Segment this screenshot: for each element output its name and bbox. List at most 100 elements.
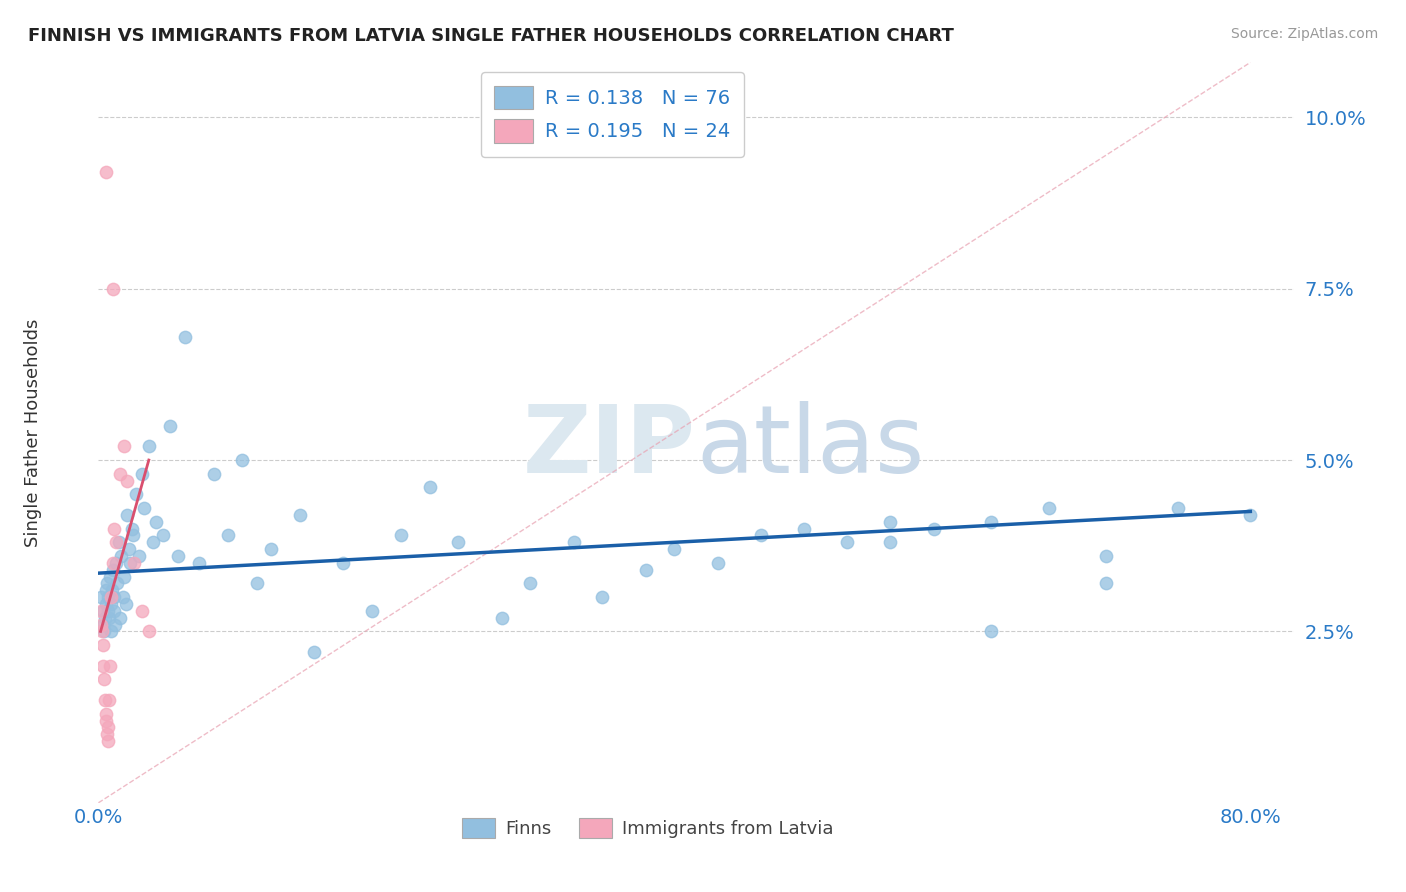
Point <box>112 569 135 583</box>
Point <box>93 617 115 632</box>
Point <box>1239 508 1261 522</box>
Point <box>97 734 120 748</box>
Point <box>202 467 225 481</box>
Point <box>110 549 132 563</box>
Point <box>134 501 156 516</box>
Point <box>101 282 124 296</box>
Point <box>91 604 114 618</box>
Text: Single Father Households: Single Father Households <box>24 318 42 547</box>
Point <box>361 604 384 618</box>
Point <box>124 556 146 570</box>
Point <box>879 515 901 529</box>
Point <box>389 528 412 542</box>
Point <box>101 583 124 598</box>
Point <box>96 576 118 591</box>
Point <box>96 714 118 728</box>
Point <box>879 535 901 549</box>
Point <box>90 604 112 618</box>
Point <box>103 604 125 618</box>
Point <box>100 624 122 639</box>
Legend: Finns, Immigrants from Latvia: Finns, Immigrants from Latvia <box>456 811 841 846</box>
Point <box>332 556 354 570</box>
Point <box>112 439 135 453</box>
Point <box>922 522 945 536</box>
Point <box>131 604 153 618</box>
Point <box>101 556 124 570</box>
Point <box>980 624 1002 639</box>
Point <box>90 617 112 632</box>
Point <box>1038 501 1060 516</box>
Point <box>104 617 127 632</box>
Point <box>562 535 585 549</box>
Point <box>101 563 124 577</box>
Point <box>188 556 211 570</box>
Point <box>111 590 134 604</box>
Point <box>94 583 117 598</box>
Point <box>104 535 127 549</box>
Point <box>114 597 136 611</box>
Point <box>138 624 160 639</box>
Point <box>491 610 513 624</box>
Point <box>1095 549 1118 563</box>
Point <box>98 610 121 624</box>
Point <box>103 522 125 536</box>
Point <box>94 706 117 721</box>
Point <box>288 508 311 522</box>
Point <box>125 487 148 501</box>
Point <box>96 597 118 611</box>
Point <box>131 467 153 481</box>
Point <box>94 165 117 179</box>
Point <box>159 418 181 433</box>
Text: Source: ZipAtlas.com: Source: ZipAtlas.com <box>1230 27 1378 41</box>
Point <box>97 590 120 604</box>
Point <box>142 535 165 549</box>
Point <box>217 528 239 542</box>
Point <box>93 673 115 687</box>
Point <box>1167 501 1189 516</box>
Point <box>90 590 112 604</box>
Point <box>93 624 115 639</box>
Point <box>91 624 114 639</box>
Point <box>104 556 127 570</box>
Point <box>100 590 122 604</box>
Point <box>120 556 142 570</box>
Point <box>108 467 131 481</box>
Point <box>145 515 167 529</box>
Point <box>634 563 657 577</box>
Point <box>793 522 815 536</box>
Point <box>447 535 470 549</box>
Point <box>91 638 114 652</box>
Point <box>128 549 150 563</box>
Point <box>97 720 120 734</box>
Point <box>304 645 326 659</box>
Point <box>108 610 131 624</box>
Text: atlas: atlas <box>696 401 924 493</box>
Point <box>591 590 613 604</box>
Point <box>121 522 143 536</box>
Point <box>122 528 145 542</box>
Point <box>1095 576 1118 591</box>
Point <box>98 569 121 583</box>
Point <box>94 610 117 624</box>
Point <box>96 727 118 741</box>
Point <box>246 576 269 591</box>
Point <box>419 480 441 494</box>
Text: FINNISH VS IMMIGRANTS FROM LATVIA SINGLE FATHER HOUSEHOLDS CORRELATION CHART: FINNISH VS IMMIGRANTS FROM LATVIA SINGLE… <box>28 27 955 45</box>
Point <box>260 542 283 557</box>
Point <box>115 508 138 522</box>
Text: ZIP: ZIP <box>523 401 696 493</box>
Point <box>749 528 772 542</box>
Point <box>93 658 115 673</box>
Point <box>166 549 188 563</box>
Point <box>107 535 129 549</box>
Point <box>152 528 174 542</box>
Point <box>837 535 859 549</box>
Point <box>98 658 121 673</box>
Point <box>118 542 141 557</box>
Point <box>105 576 128 591</box>
Point <box>103 590 125 604</box>
Point <box>94 693 117 707</box>
Point <box>100 597 122 611</box>
Point <box>706 556 728 570</box>
Point <box>231 453 253 467</box>
